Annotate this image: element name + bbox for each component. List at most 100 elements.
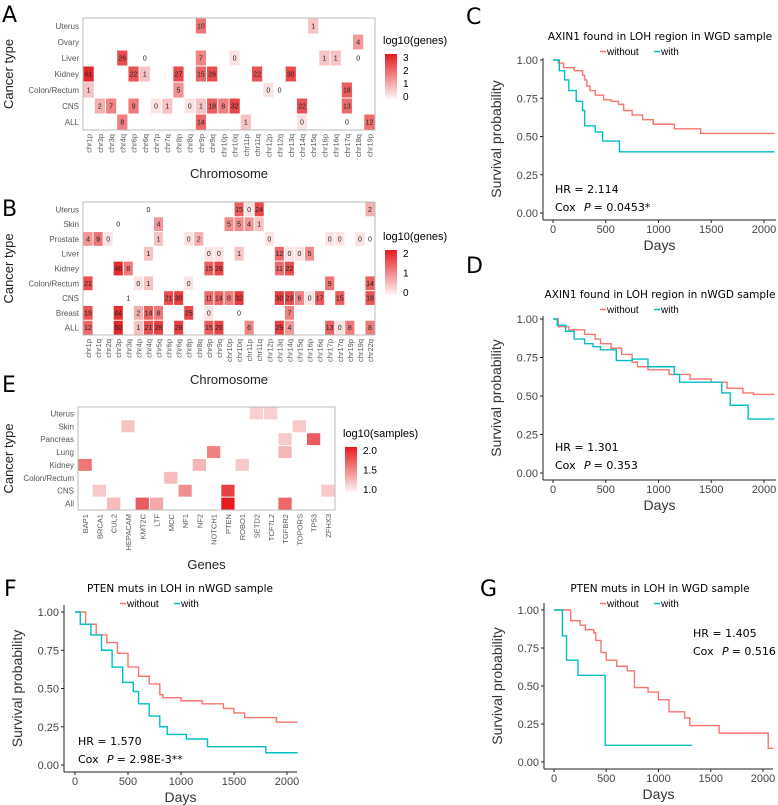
heatmap-cell <box>296 114 308 130</box>
heatmap-cell <box>153 217 164 232</box>
cell-label: 30 <box>287 72 295 79</box>
cell-label: 5 <box>237 222 241 229</box>
panel-label-c: C <box>466 5 481 30</box>
heatmap-cell <box>221 497 235 510</box>
x-tick-label: 0 <box>550 224 556 236</box>
x-tick-label: 2000 <box>752 484 776 496</box>
cell-label: 1 <box>257 222 261 229</box>
heatmap-cell <box>83 276 93 291</box>
heatmap-cell <box>93 232 103 246</box>
cell-label: 0 <box>136 281 140 288</box>
heatmap-cell <box>133 305 143 320</box>
x-tick-label: 1000 <box>169 776 193 788</box>
x-tick-label: 1000 <box>646 224 670 236</box>
cell-label: 32 <box>231 104 239 111</box>
legend-colorbar <box>385 250 397 295</box>
cell-label: 25 <box>185 310 193 317</box>
legend: without with <box>600 47 679 58</box>
heatmap-cell <box>240 114 251 130</box>
column-label: chr19q <box>356 339 365 362</box>
column-label: chr2q <box>104 339 113 358</box>
cell-label: 7 <box>199 56 203 63</box>
cell-label: 15 <box>197 72 205 79</box>
cell-label: 4 <box>247 222 251 229</box>
cox-label: Cox <box>555 201 576 214</box>
column-label: chr13q <box>287 134 296 157</box>
heatmap-cell <box>162 98 173 114</box>
heatmap-cell <box>207 446 221 458</box>
heatmap-cell <box>128 66 139 82</box>
x-tick-label: 0 <box>551 773 557 785</box>
y-tick-label: 0.50 <box>517 391 538 403</box>
cell-label: 2 <box>98 104 102 111</box>
row-label: Pancreas <box>40 435 74 444</box>
cell-label: 46 <box>114 266 122 273</box>
cell-label: 17 <box>316 296 324 303</box>
legend-title: log10(genes) <box>383 231 447 243</box>
column-label: TGFBR2 <box>281 514 290 544</box>
heatmap-cell <box>305 246 315 261</box>
cox-value: = 2.98E-3** <box>117 753 184 766</box>
heatmap-cell <box>284 320 294 335</box>
x-axis-title: Genes <box>187 557 226 572</box>
column-label: chr16p <box>320 134 329 157</box>
cox-variable: P <box>107 753 114 766</box>
cell-label: 0 <box>247 207 251 214</box>
heatmap-cell <box>195 50 207 66</box>
heatmap-cell <box>184 98 195 114</box>
cell-label: 0 <box>338 236 342 243</box>
x-axis-title: Days <box>644 237 676 253</box>
heatmap-cell <box>274 246 284 261</box>
heatmap-cell <box>150 98 162 114</box>
y-tick-label: 1.00 <box>517 55 538 67</box>
heatmap-cell <box>184 305 194 320</box>
survival-curve-with <box>554 609 692 746</box>
plot-frame <box>77 406 336 511</box>
y-tick-label: 0.50 <box>38 684 59 696</box>
column-label: chr19p <box>365 134 374 157</box>
cell-label: 18 <box>208 104 216 111</box>
heatmap-cell <box>306 433 321 446</box>
heatmap-cell <box>365 202 375 217</box>
heatmap-cell <box>263 82 274 98</box>
y-tick-label: 0.50 <box>518 681 539 693</box>
y-tick-label: 0.50 <box>517 132 538 144</box>
cell-label: 6 <box>247 325 251 332</box>
cell-label: 30 <box>175 296 183 303</box>
y-axis-title: Survival probability <box>9 630 25 748</box>
y-tick-label: 0.25 <box>517 170 538 182</box>
heatmap-cell <box>278 433 292 446</box>
heatmap-cell <box>121 420 135 433</box>
legend-title: log10(genes) <box>383 35 447 47</box>
cox-value: = 0.516 <box>732 645 776 658</box>
legend-entry-with: with <box>180 599 199 610</box>
column-label: chr12p <box>265 339 274 362</box>
cell-label: 13 <box>326 325 334 332</box>
legend-tick: 1 <box>403 79 409 90</box>
cell-label: 9 <box>96 236 100 243</box>
cell-label: 1 <box>323 56 327 63</box>
cell-label: 0 <box>266 88 270 95</box>
y-axis-title: Cancer type <box>1 233 16 303</box>
cox-label: Cox <box>78 753 99 766</box>
heatmap-cell <box>284 261 294 276</box>
heatmap-cell <box>294 246 305 261</box>
heatmap-cell <box>224 291 234 305</box>
heatmap-cell <box>207 66 218 82</box>
survival-curve-with <box>553 318 775 420</box>
column-label: chr1p <box>85 134 94 153</box>
heatmap-cell <box>278 446 292 458</box>
column-label: chr17p <box>326 339 335 362</box>
heatmap-cell <box>274 320 284 335</box>
legend-tick: 3 <box>403 53 409 64</box>
heatmap-cell <box>308 18 319 34</box>
column-label: chr10q <box>235 339 244 362</box>
column-label: chr7p <box>152 134 161 153</box>
cell-label: 24 <box>255 207 263 214</box>
row-label: ALL <box>65 118 80 127</box>
cell-label: 8 <box>227 296 231 303</box>
cell-label: 15 <box>336 296 344 303</box>
heatmap-cell <box>83 232 93 246</box>
chart-title: AXIN1 found in LOH region in WGD sample <box>548 31 772 43</box>
cell-label: 61 <box>85 72 93 79</box>
